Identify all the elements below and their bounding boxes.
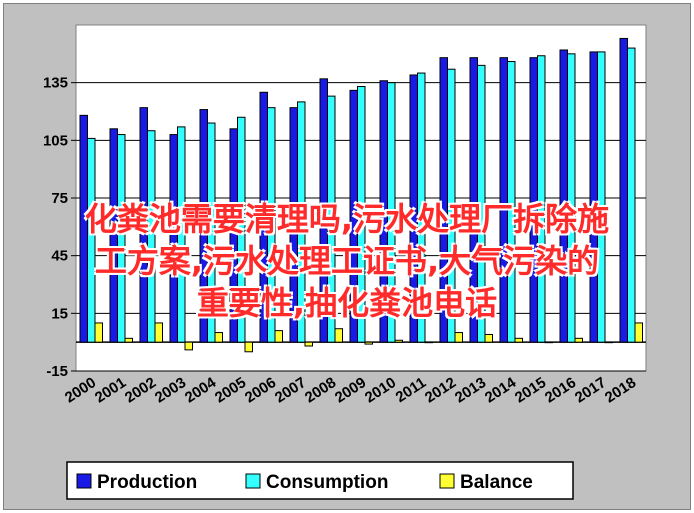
bar-consumption-2012 [447, 68, 456, 343]
bar-consumption-2015 [537, 55, 546, 343]
bar-consumption-2011 [417, 72, 426, 343]
legend-label-balance: Balance [460, 472, 533, 493]
legend-swatch-production [76, 473, 92, 489]
bar-consumption-2014 [507, 61, 516, 343]
bars [79, 37, 643, 353]
bar-balance-2015 [544, 341, 553, 344]
overlay-line-3: 重要性,抽化粪池电话 [196, 284, 498, 322]
bar-balance-2013 [484, 333, 493, 343]
bar-balance-2000 [94, 322, 103, 343]
overlay-line-2: 工方案,污水处理工证书,大气污染的 [94, 242, 600, 280]
bar-consumption-2013 [477, 64, 486, 343]
bar-balance-2016 [574, 337, 583, 343]
x-tick-label: 2018 [602, 374, 639, 406]
y-tick-label: 75 [51, 190, 68, 207]
bar-consumption-2000 [87, 137, 96, 343]
bar-consumption-2004 [207, 122, 216, 343]
bar-consumption-2016 [567, 53, 576, 343]
bar-consumption-2007 [297, 101, 306, 343]
x-axis-ticks: 2000200120022003200420052006200720082009… [62, 374, 639, 407]
bar-consumption-2010 [387, 82, 396, 343]
bar-balance-2003 [184, 341, 193, 351]
bar-balance-2004 [214, 332, 223, 343]
bar-balance-2006 [274, 330, 283, 343]
legend: Production Consumption Balance [66, 461, 574, 500]
legend-label-consumption: Consumption [266, 472, 388, 493]
bar-balance-2001 [124, 337, 133, 343]
bar-consumption-2008 [327, 95, 336, 343]
bar-consumption-2002 [147, 130, 156, 343]
bar-consumption-2018 [627, 47, 636, 343]
bar-balance-2017 [604, 341, 613, 344]
y-tick-label: 135 [43, 75, 68, 92]
bar-balance-2012 [454, 332, 463, 343]
bar-consumption-2017 [597, 51, 606, 343]
y-tick-label: -15 [46, 363, 68, 380]
watermark-overlay-text: 化粪池需要清理吗,污水处理厂拆除施 工方案,污水处理工证书,大气污染的 重要性,… [0, 198, 694, 324]
bar-balance-2007 [304, 341, 313, 347]
legend-swatch-consumption [245, 473, 261, 489]
bar-consumption-2001 [117, 134, 126, 343]
legend-swatch-balance [439, 473, 455, 489]
bar-balance-2009 [364, 341, 373, 345]
y-tick-label: 15 [51, 305, 68, 322]
bar-consumption-2006 [267, 107, 276, 343]
bar-consumption-2003 [177, 126, 186, 343]
bar-consumption-2009 [357, 86, 366, 343]
bar-balance-2011 [424, 341, 433, 344]
overlay-line-1: 化粪池需要清理吗,污水处理厂拆除施 [84, 200, 610, 238]
legend-box [66, 461, 574, 500]
bar-balance-2010 [394, 339, 403, 343]
y-axis-ticks: -15 15 45 75 105 135 [43, 75, 76, 380]
bar-balance-2018 [634, 322, 643, 343]
bar-balance-2014 [514, 337, 523, 343]
y-tick-label: 105 [43, 132, 68, 149]
y-tick-label: 45 [51, 248, 68, 265]
legend-label-production: Production [97, 472, 197, 493]
bar-consumption-2005 [237, 116, 246, 343]
bar-balance-2005 [244, 341, 253, 353]
bar-balance-2008 [334, 328, 343, 343]
bar-balance-2002 [154, 322, 163, 343]
